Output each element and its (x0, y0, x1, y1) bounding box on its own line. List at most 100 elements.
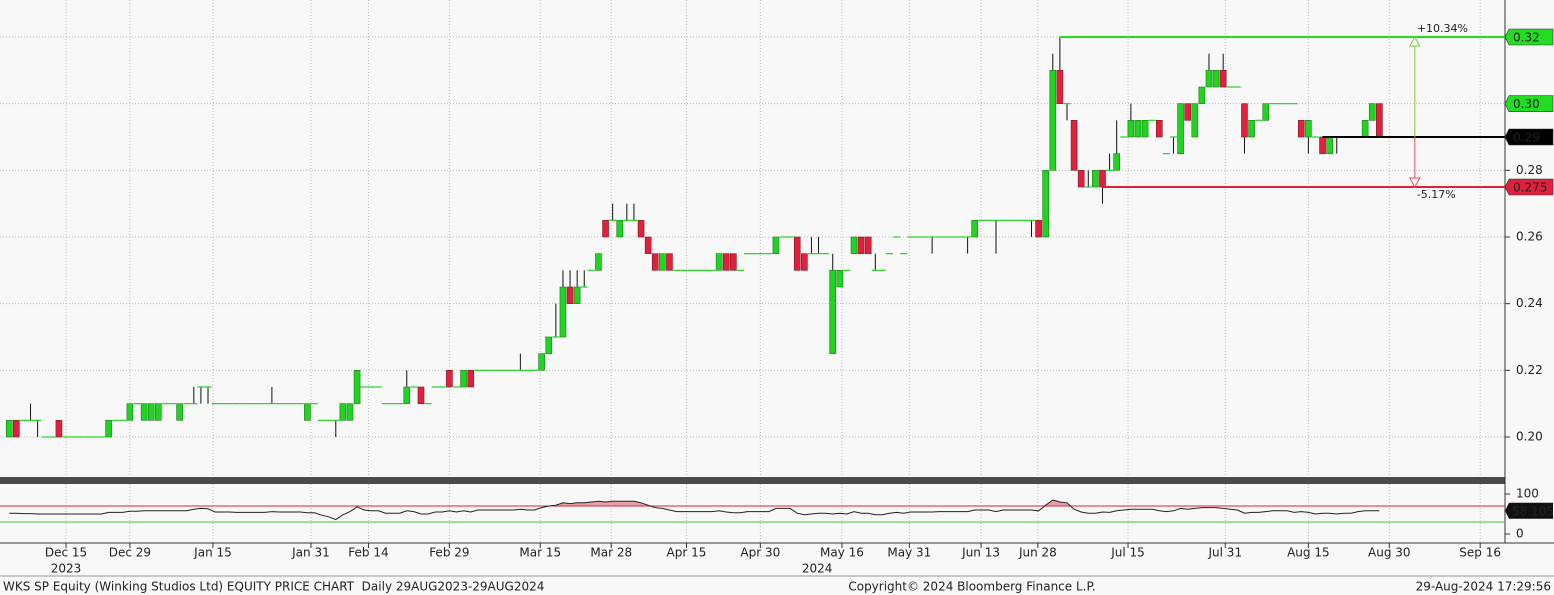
candle-body (105, 420, 112, 438)
candle-body (1198, 86, 1206, 104)
candle-body (793, 236, 801, 271)
candle-body (1049, 70, 1057, 171)
candle-body (339, 403, 347, 421)
candle-body (304, 403, 311, 421)
x-tick-label: Jul 31 (1208, 546, 1243, 560)
candle-body (971, 220, 979, 238)
candle-body (1113, 153, 1120, 171)
y-tick-label: 0.20 (1516, 430, 1543, 444)
range-arrow-head (1408, 35, 1421, 47)
candle-body (730, 253, 737, 271)
y-tick-label: 0.28 (1516, 163, 1543, 177)
footer-left: WKS SP Equity (Winking Studios Ltd) EQUI… (3, 580, 544, 594)
range-arrow-head (1408, 177, 1421, 189)
footer-copyright: Copyright© 2024 Bloomberg Finance L.P. (848, 580, 1095, 594)
price-marker-label: 0.29 (1513, 131, 1540, 145)
candle-body (616, 220, 624, 238)
candle-body (353, 370, 361, 404)
candle-body (1184, 103, 1191, 121)
candle-body (637, 220, 645, 238)
candle-body (566, 286, 574, 304)
range-annotation: +10.34% (1417, 22, 1468, 35)
candle-body (1361, 120, 1369, 138)
candle-body (1205, 70, 1213, 88)
candle-body (467, 370, 474, 388)
footer-timestamp: 29-Aug-2024 17:29:56 (1416, 580, 1551, 594)
candle-body (1056, 70, 1064, 104)
candle-body (666, 253, 673, 271)
candle-body (864, 236, 872, 254)
candle-body (559, 286, 567, 338)
candle-body (346, 403, 354, 421)
candle-body (801, 253, 808, 271)
candle-body (1070, 120, 1078, 171)
candle-body (722, 253, 730, 271)
candle-body (176, 403, 183, 421)
candle-body (857, 236, 865, 254)
x-tick-label: Jun 13 (961, 546, 1000, 560)
x-tick-label: Jul 15 (1110, 546, 1145, 560)
candle-body (417, 386, 425, 404)
candle-body (1035, 220, 1042, 238)
candles (5, 37, 1383, 438)
x-tick-label: Dec 15 (45, 546, 87, 560)
candle-body (1319, 136, 1326, 154)
x-tick-label: Jun 28 (1018, 546, 1057, 560)
candle-body (155, 403, 162, 421)
candle-body (644, 236, 652, 254)
x-tick-label: Aug 15 (1287, 546, 1330, 560)
candle-body (140, 403, 148, 421)
candle-body (460, 370, 467, 388)
price-marker-box (1504, 95, 1554, 112)
price-marker-label: 0.32 (1513, 31, 1540, 45)
rsi-line (9, 499, 1380, 521)
rsi-last-box (1505, 502, 1553, 519)
candle-body (1326, 136, 1333, 154)
x-tick-label: Dec 29 (109, 546, 151, 560)
candle-body (659, 253, 666, 271)
x-tick-label: Sep 16 (1459, 546, 1501, 560)
x-tick-label: May 16 (820, 546, 864, 560)
x-tick-label: Mar 15 (519, 546, 561, 560)
x-tick-label: Mar 28 (590, 546, 632, 560)
x-tick-label: Apr 15 (667, 546, 707, 560)
x-tick-label: Jan 15 (193, 546, 232, 560)
candle-body (595, 253, 602, 271)
candle-body (1042, 170, 1049, 238)
candle-body (1248, 120, 1255, 138)
candle-body (1241, 103, 1248, 138)
candle-body (1092, 170, 1099, 188)
year-label: 2024 (802, 562, 833, 576)
x-tick-label: Feb 29 (429, 546, 469, 560)
y-tick-label: 0 (1516, 527, 1524, 541)
panel-divider (0, 477, 1505, 484)
candle-body (1099, 170, 1106, 188)
candle-body (1305, 120, 1312, 138)
candle-body (829, 270, 837, 354)
candle-body (1134, 120, 1142, 138)
candle-body (1262, 103, 1270, 121)
x-tick-label: May 31 (887, 546, 931, 560)
candle-body (1177, 103, 1184, 154)
candle-body (13, 420, 20, 438)
y-tick-label: 0.24 (1516, 296, 1543, 310)
y-tick-label: 100 (1516, 487, 1539, 501)
candle-body (1155, 120, 1163, 138)
x-tick-label: Aug 30 (1368, 546, 1411, 560)
candle-body (1376, 103, 1383, 138)
x-tick-label: Jan 31 (291, 546, 330, 560)
candle-body (1127, 120, 1135, 138)
candle-body (147, 403, 155, 421)
price-marker-box (1504, 178, 1554, 196)
candle-body (1297, 120, 1305, 138)
year-label: 2023 (51, 562, 82, 576)
candle-body (850, 236, 858, 254)
rsi-last-label: 58.105 (1512, 504, 1554, 518)
candle-body (651, 253, 659, 271)
candle-body (538, 353, 545, 371)
x-tick-label: Apr 30 (740, 546, 780, 560)
candle-body (1219, 70, 1227, 88)
candle-body (602, 220, 609, 238)
y-tick-label: 0.22 (1516, 363, 1543, 377)
